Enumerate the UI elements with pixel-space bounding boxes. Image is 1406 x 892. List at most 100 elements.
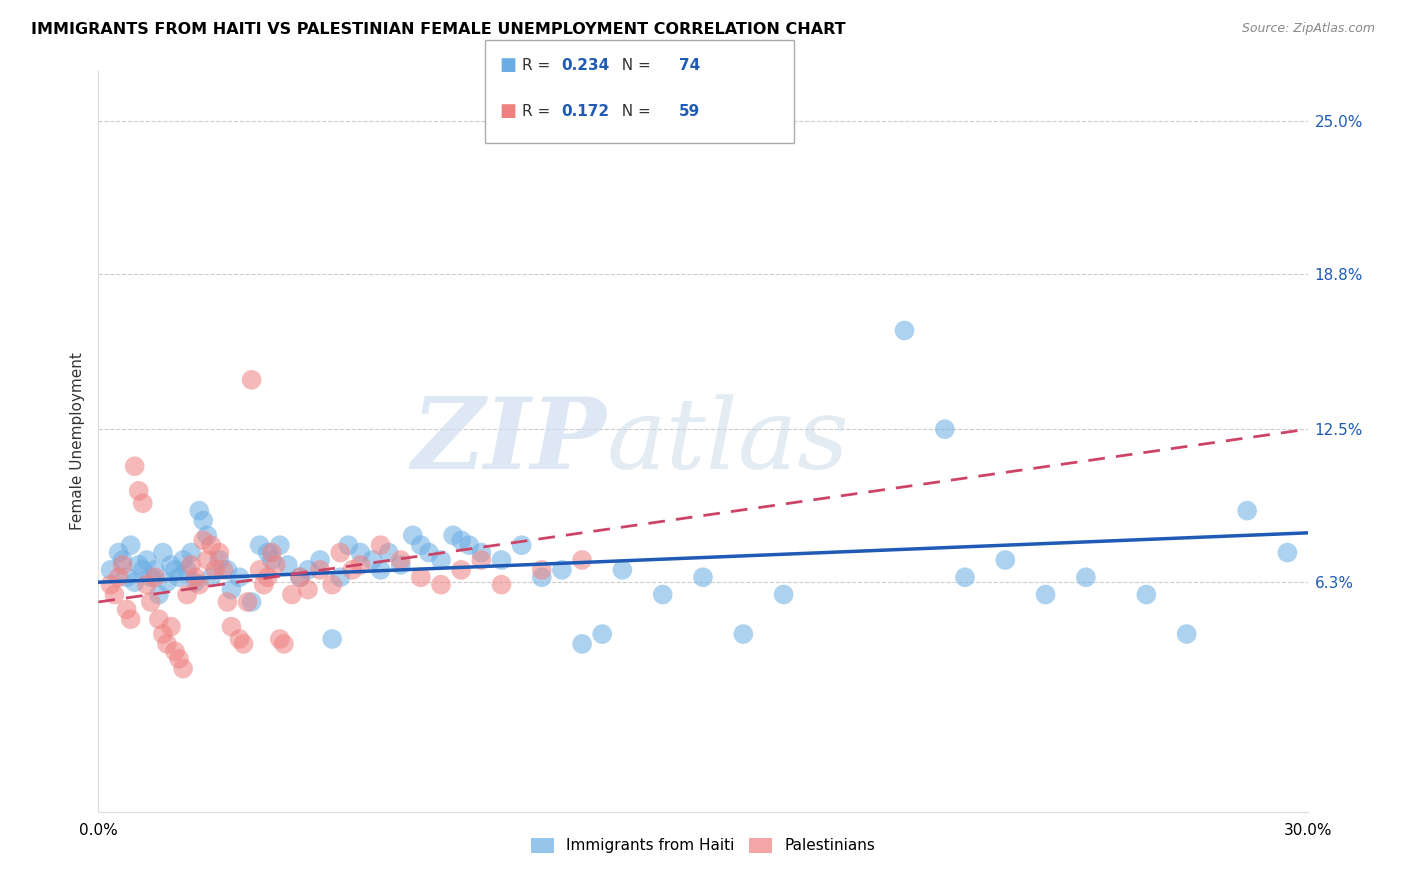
Point (612, 563, 634, 577)
Point (450, 533, 472, 548)
Point (458, 538, 481, 552)
Point (200, 570, 222, 584)
Point (530, 563, 553, 577)
Point (934, 422, 956, 436)
Point (1035, 588, 1057, 602)
Point (389, 553, 412, 567)
Point (143, 563, 166, 577)
Point (193, 533, 215, 548)
Point (256, 570, 278, 584)
Point (430, 577, 453, 591)
Point (470, 553, 492, 567)
Point (551, 563, 574, 577)
Text: Source: ZipAtlas.com: Source: ZipAtlas.com (1241, 22, 1375, 36)
Point (402, 528, 425, 542)
Point (180, 558, 202, 572)
Point (128, 558, 150, 572)
Point (120, 538, 142, 552)
Point (510, 538, 533, 552)
Point (200, 538, 222, 552)
Point (115, 602, 138, 616)
Point (240, 595, 263, 609)
Point (273, 637, 295, 651)
Point (139, 570, 162, 584)
Point (329, 546, 352, 560)
Point (277, 558, 299, 572)
Point (297, 563, 319, 577)
Point (409, 570, 432, 584)
Point (188, 503, 211, 517)
Point (470, 546, 492, 560)
Point (994, 553, 1017, 567)
Point (591, 627, 613, 641)
Text: 74: 74 (679, 58, 700, 72)
Point (143, 570, 166, 584)
Point (1277, 546, 1299, 560)
Point (163, 563, 186, 577)
Point (212, 563, 235, 577)
Point (349, 546, 371, 560)
Point (370, 538, 392, 552)
Point (269, 538, 291, 552)
Point (409, 538, 432, 552)
Point (491, 553, 513, 567)
Point (450, 563, 472, 577)
Point (249, 538, 271, 552)
Point (184, 575, 207, 590)
Point (156, 575, 179, 590)
Point (167, 651, 190, 665)
Text: ■: ■ (499, 103, 516, 120)
Point (228, 570, 250, 584)
Point (297, 582, 319, 597)
Point (281, 588, 304, 602)
Y-axis label: Female Unemployment: Female Unemployment (69, 352, 84, 531)
Point (148, 588, 170, 602)
Point (571, 553, 593, 567)
Point (249, 563, 271, 577)
Point (430, 553, 453, 567)
Text: atlas: atlas (606, 394, 849, 489)
Point (1135, 588, 1157, 602)
Point (115, 570, 138, 584)
Point (651, 588, 673, 602)
Point (361, 553, 384, 567)
Point (120, 612, 142, 626)
Point (571, 637, 593, 651)
Text: N =: N = (612, 104, 655, 119)
Point (256, 546, 278, 560)
Point (172, 553, 194, 567)
Point (337, 538, 360, 552)
Point (100, 563, 122, 577)
Point (733, 627, 755, 641)
Text: 0.172: 0.172 (561, 104, 609, 119)
Point (309, 563, 332, 577)
Point (135, 553, 157, 567)
Point (195, 553, 218, 567)
Text: 59: 59 (679, 104, 700, 119)
Point (389, 558, 412, 572)
Text: 0.234: 0.234 (561, 58, 609, 72)
Text: ■: ■ (499, 56, 516, 74)
Point (260, 553, 283, 567)
Point (288, 570, 311, 584)
Point (1074, 570, 1097, 584)
Point (491, 577, 513, 591)
Point (176, 588, 198, 602)
Point (232, 637, 254, 651)
Point (172, 662, 194, 676)
Text: ZIP: ZIP (412, 393, 606, 490)
Point (111, 558, 134, 572)
Point (772, 588, 794, 602)
Point (269, 632, 291, 646)
Point (217, 563, 239, 577)
Point (160, 620, 183, 634)
Point (132, 563, 155, 577)
Point (530, 570, 553, 584)
Text: IMMIGRANTS FROM HAITI VS PALESTINIAN FEMALE UNEMPLOYMENT CORRELATION CHART: IMMIGRANTS FROM HAITI VS PALESTINIAN FEM… (31, 22, 845, 37)
Point (208, 553, 231, 567)
Point (107, 570, 129, 584)
Point (167, 570, 190, 584)
Point (260, 546, 283, 560)
Point (692, 570, 714, 584)
Point (111, 553, 134, 567)
